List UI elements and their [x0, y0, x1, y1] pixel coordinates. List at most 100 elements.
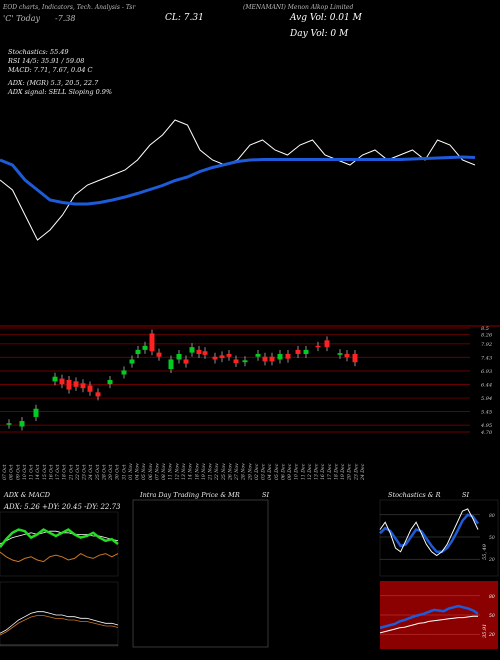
- x-tick-label: 07 Oct: [2, 464, 8, 480]
- candle-body: [149, 333, 155, 352]
- day-vol-value: Day Vol: 0 M: [290, 29, 349, 39]
- x-tick-label: 24 Oct: [88, 464, 94, 481]
- candle-body: [6, 423, 12, 425]
- intraday-panel-bg: [132, 499, 269, 648]
- x-tick-label: 01 Nov: [128, 463, 134, 480]
- adx-green-line: [0, 528, 119, 548]
- candle-body: [176, 354, 182, 360]
- adx-minus-line: [0, 551, 119, 563]
- candle-body: [255, 354, 261, 357]
- candle-body: [337, 353, 343, 355]
- candle-body: [135, 349, 141, 354]
- stoch-value-label: 55, 49: [482, 543, 488, 560]
- symbol-label: (MENAMANI) Menon Alkop Limited: [243, 4, 354, 11]
- candle-body: [315, 345, 321, 348]
- candle-body: [226, 354, 232, 357]
- stoch-d-line: [379, 513, 480, 554]
- avg-vol-value: Avg Vol: 0.01 M: [290, 13, 362, 23]
- macd-line: [0, 611, 119, 634]
- rsi-avg-line: [379, 615, 478, 634]
- candle-body: [324, 340, 330, 348]
- x-tick-label: 03 Dec: [261, 463, 267, 480]
- y-tick-label: 7.92: [481, 342, 492, 348]
- x-tick-label: 11 Dec: [300, 463, 306, 480]
- rsi-level-label: 50: [489, 613, 495, 619]
- x-tick-label: 31 Oct: [121, 464, 127, 480]
- x-tick-label: 17 Oct: [55, 464, 61, 480]
- rsi-value: RSI 14/5: 35.91 / 59.08: [8, 57, 85, 65]
- candle-body: [295, 349, 301, 354]
- candle-body: [277, 354, 283, 360]
- x-tick-label: 29 Oct: [108, 464, 114, 481]
- candle-body: [269, 356, 275, 362]
- rsi-line: [379, 604, 479, 630]
- x-tick-label: 19 Nov: [201, 463, 207, 480]
- adx-macd-title: ADX & MACD: [4, 491, 50, 499]
- x-tick-label: 06 Nov: [148, 463, 154, 480]
- ema-line: [0, 155, 476, 206]
- x-tick-label: 02 Dec: [254, 463, 260, 480]
- candle-body: [142, 345, 148, 350]
- y-tick-label: 5.45: [481, 409, 492, 415]
- x-tick-label: 04 Nov: [135, 463, 141, 480]
- x-tick-label: 18 Dec: [334, 463, 340, 480]
- x-tick-label: 05 Dec: [274, 463, 280, 480]
- x-tick-label: 14 Oct: [35, 464, 41, 480]
- stoch-panel-bg: [379, 499, 499, 577]
- stoch-k-line: [379, 508, 479, 557]
- x-tick-label: 26 Nov: [227, 463, 233, 481]
- stoch-level-label: 80: [489, 513, 495, 519]
- stoch-level-label: 50: [489, 535, 495, 541]
- x-tick-label: 13 Dec: [314, 463, 320, 480]
- candle-body: [262, 356, 268, 362]
- candle-body: [168, 359, 174, 370]
- price-line: [0, 119, 476, 241]
- candle-body: [285, 354, 291, 359]
- x-tick-label: 25 Nov: [221, 463, 227, 481]
- stoch-rsi-title: Stochastics & R: [388, 491, 441, 499]
- x-tick-label: 16 Oct: [48, 464, 54, 480]
- macd-panel-bg: [0, 581, 119, 647]
- x-tick-label: 04 Dec: [267, 463, 273, 480]
- x-tick-label: 12 Dec: [307, 463, 313, 480]
- x-tick-label: 08 Oct: [9, 464, 15, 480]
- x-tick-label: 22 Nov: [214, 463, 220, 481]
- x-tick-label: 18 Oct: [62, 464, 68, 480]
- stoch-level-label: 20: [488, 557, 495, 563]
- x-tick-label: 17 Dec: [327, 463, 333, 480]
- intraday-title-right: SI: [262, 491, 270, 499]
- stochastics-value: Stochastics: 55.49: [8, 48, 69, 56]
- stoch-rsi-title-right: SI: [462, 491, 470, 499]
- candle-body: [95, 392, 101, 397]
- x-tick-label: 09 Dec: [287, 463, 293, 480]
- x-tick-label: 21 Oct: [68, 464, 74, 481]
- x-tick-label: 11 Oct: [29, 464, 35, 480]
- candle-body: [189, 347, 195, 353]
- x-tick-label: 20 Dec: [347, 463, 353, 481]
- x-tick-label: 19 Dec: [340, 463, 346, 480]
- x-tick-label: 23 Dec: [353, 463, 359, 481]
- x-tick-label: 12 Nov: [174, 463, 180, 480]
- y-tick-label: 6.44: [481, 382, 492, 388]
- x-tick-label: 23 Oct: [82, 464, 88, 481]
- x-tick-label: 28 Nov: [241, 463, 247, 481]
- x-tick-label: 18 Nov: [194, 463, 200, 480]
- intraday-title: Intra Day Trading Price & MR: [140, 491, 240, 499]
- candle-body: [344, 354, 350, 358]
- macd-signal-line: [0, 615, 119, 636]
- x-tick-label: 28 Oct: [101, 464, 107, 481]
- x-tick-label: 06 Dec: [280, 463, 286, 480]
- x-tick-label: 27 Nov: [234, 463, 240, 481]
- x-tick-label: 14 Nov: [188, 463, 194, 480]
- y-tick-label: 4.70: [480, 430, 493, 436]
- x-tick-label: 10 Oct: [22, 464, 28, 480]
- y-tick-label: 5.94: [481, 396, 492, 402]
- x-tick-label: 07 Nov: [155, 463, 161, 480]
- candle-body: [19, 421, 25, 427]
- y-tick-label: 6.93: [481, 369, 492, 375]
- x-tick-label: 22 Oct: [75, 464, 81, 481]
- y-tick-label: 8.5: [481, 326, 489, 332]
- candle-body: [33, 408, 39, 417]
- candle-body: [202, 351, 208, 355]
